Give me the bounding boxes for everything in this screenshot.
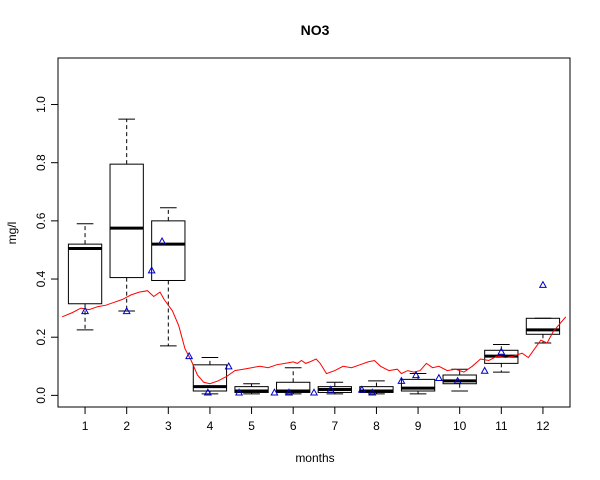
data-point-10 (284, 388, 294, 396)
data-point-8 (235, 388, 244, 396)
x-tick-label-7: 7 (331, 419, 338, 433)
y-tick-label-5: 1.0 (34, 96, 48, 113)
x-tick-label-11: 11 (495, 419, 508, 433)
data-point-3 (147, 266, 156, 274)
y-axis-label: mg/l (5, 222, 19, 245)
y-tick-label-0: 0.0 (34, 387, 48, 404)
data-point-2 (122, 306, 131, 315)
data-point-4 (158, 236, 167, 245)
data-point-6 (203, 388, 212, 396)
plot-area: 1 2 3 4 5 6 7 8 9 10 11 120.00.20.40.60.81.0 (34, 57, 571, 433)
data-point-12 (326, 385, 335, 393)
y-tick-label-2: 0.4 (34, 270, 48, 287)
x-axis-label: months (295, 451, 334, 465)
data-point-20 (497, 347, 506, 355)
x-tick-label-3: 3 (165, 419, 172, 433)
data-point-14 (368, 388, 377, 396)
y-tick-label-4: 0.8 (34, 154, 48, 171)
y-tick-label-1: 0.2 (34, 329, 48, 346)
box-body-4 (192, 364, 228, 392)
data-point-17 (434, 373, 443, 381)
x-tick-label-2: 2 (123, 419, 130, 433)
x-tick-label-10: 10 (453, 419, 467, 433)
data-point-19 (480, 366, 489, 374)
box-body-9 (400, 378, 436, 392)
data-point-9 (270, 388, 279, 396)
box-body-12 (525, 317, 561, 335)
trend-line (62, 290, 567, 385)
x-tick-label-12: 12 (536, 419, 550, 433)
x-tick-label-1: 1 (82, 419, 89, 433)
data-point-21 (538, 280, 547, 288)
data-point-7 (224, 362, 233, 370)
box-body-3 (151, 220, 186, 281)
box-body-1 (67, 243, 103, 305)
data-point-18 (453, 376, 462, 384)
x-tick-label-6: 6 (290, 419, 297, 433)
x-tick-label-8: 8 (373, 419, 380, 433)
data-point-1 (81, 306, 90, 315)
y-tick-label-3: 0.6 (34, 212, 48, 229)
box-body-2 (109, 163, 144, 279)
data-point-5 (185, 351, 194, 360)
data-point-11 (309, 388, 319, 396)
data-point-15 (397, 376, 406, 384)
x-tick-label-4: 4 (207, 419, 214, 433)
data-point-16 (411, 370, 421, 379)
x-tick-label-9: 9 (415, 419, 422, 433)
chart-title: NO3 (301, 22, 330, 38)
data-point-13 (357, 385, 366, 393)
x-tick-label-5: 5 (248, 419, 255, 433)
